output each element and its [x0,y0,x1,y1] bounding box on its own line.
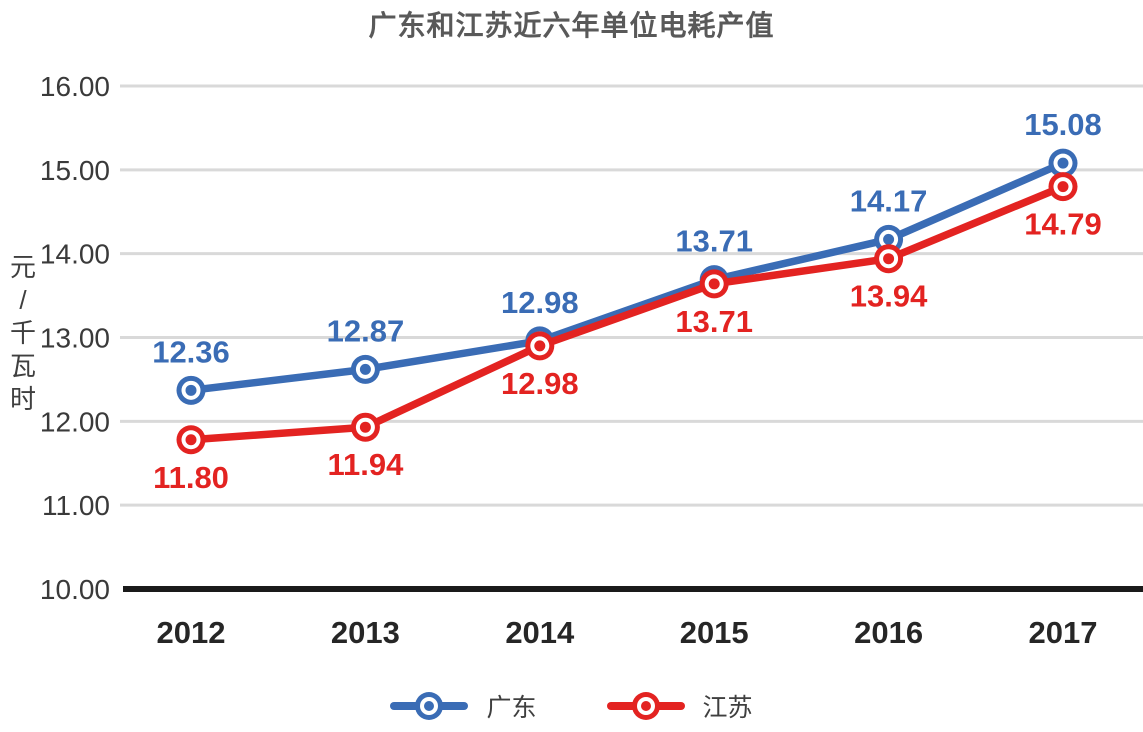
data-point-jiangsu-2012 [176,425,206,455]
data-point-jiangsu-2014 [525,331,555,361]
marker-center-dot [883,253,895,265]
x-tick-label-2014: 2014 [505,615,575,650]
marker-center-dot [185,384,197,396]
legend-marker-jiangsu-icon [606,692,685,720]
data-label-jiangsu-2013: 11.94 [327,447,404,482]
series-line-guangdong [187,159,1067,395]
legend: 广东 江苏 [0,688,1143,724]
data-label-guangdong-2017: 15.08 [1024,107,1102,142]
chart-title: 广东和江苏近六年单位电耗产值 [368,10,775,41]
data-label-guangdong-2012: 12.36 [152,334,230,369]
legend-label-guangdong: 广东 [486,694,537,722]
data-label-jiangsu-2016: 13.94 [850,279,928,314]
data-label-guangdong-2015: 13.71 [675,224,753,259]
data-point-jiangsu-2017 [1048,172,1078,202]
marker-center-dot [708,278,720,290]
data-point-jiangsu-2013 [350,412,380,442]
y-tick-label: 13.00 [40,322,110,353]
legend-item-jiangsu: 江苏 [606,688,753,724]
data-point-jiangsu-2015 [699,269,729,299]
x-tick-label-2012: 2012 [157,615,226,650]
series-line-jiangsu [187,182,1067,444]
data-label-jiangsu-2014: 12.98 [501,366,579,401]
data-label-guangdong-2016: 14.17 [850,183,928,218]
marker-center-dot [1057,157,1069,169]
legend-dot [640,701,651,711]
marker-center-dot [883,233,895,245]
data-point-guangdong-2017 [1048,148,1078,178]
data-label-jiangsu-2017: 14.79 [1024,207,1102,242]
data-label-jiangsu-2015: 13.71 [675,304,753,339]
marker-center-dot [534,340,546,352]
x-tick-label-2015: 2015 [680,615,749,650]
y-tick-label: 14.00 [40,239,110,270]
data-label-jiangsu-2012: 11.80 [153,460,229,495]
legend-label-jiangsu: 江苏 [702,694,753,722]
y-tick-label: 10.00 [40,574,110,605]
y-axis-title: 元 / 千 瓦 时 [9,252,36,414]
x-tick-label-2017: 2017 [1029,615,1098,650]
marker-center-dot [359,421,371,433]
legend-marker-guangdong-icon [390,692,469,720]
x-tick-label-2013: 2013 [331,615,400,650]
y-tick-label: 16.00 [40,71,110,102]
marker-center-dot [359,363,371,375]
marker-center-dot [1057,181,1069,193]
data-point-guangdong-2013 [350,354,380,384]
y-tick-label: 12.00 [40,406,110,437]
y-tick-label: 15.00 [40,155,110,186]
data-label-guangdong-2013: 12.87 [327,313,405,348]
data-point-jiangsu-2016 [874,244,904,274]
data-label-guangdong-2014: 12.98 [501,285,579,320]
x-tick-label-2016: 2016 [854,615,923,650]
data-point-guangdong-2012 [176,375,206,405]
y-tick-label: 11.00 [42,490,110,521]
marker-center-dot [185,434,197,446]
legend-item-guangdong: 广东 [390,688,537,724]
legend-dot [424,701,435,711]
